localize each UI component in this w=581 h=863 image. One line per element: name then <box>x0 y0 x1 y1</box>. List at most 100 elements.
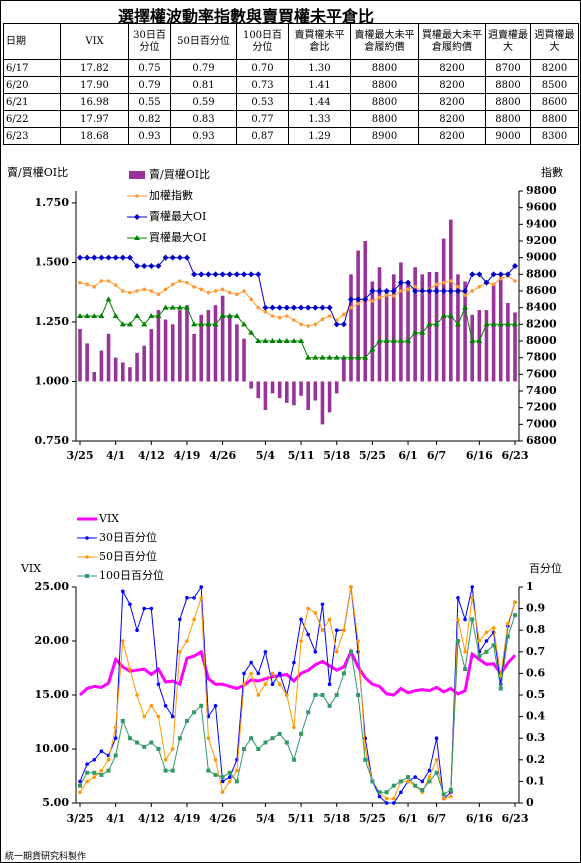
y2-tick-label: 7600 <box>526 367 557 380</box>
y2-tick-label: 8000 <box>526 334 557 347</box>
point <box>185 280 189 285</box>
legend-marker <box>134 235 140 240</box>
point <box>113 283 118 287</box>
point <box>506 621 510 626</box>
y2-tick-label: 0.3 <box>526 731 545 744</box>
point <box>141 321 148 327</box>
point <box>220 287 225 292</box>
point <box>263 740 268 745</box>
bar <box>99 350 104 382</box>
point <box>220 779 225 784</box>
point <box>298 338 305 343</box>
bar <box>256 381 261 399</box>
y-tick-label: 1.500 <box>35 255 70 268</box>
point <box>270 671 275 676</box>
point <box>427 775 432 779</box>
point <box>263 682 268 686</box>
point <box>277 671 282 676</box>
point <box>340 321 347 328</box>
x-tick-label: 4/12 <box>138 449 165 462</box>
point <box>305 354 312 360</box>
point <box>376 288 383 294</box>
point <box>355 296 362 303</box>
point <box>142 287 146 292</box>
point <box>313 322 318 327</box>
point <box>183 304 190 310</box>
bar <box>270 381 275 394</box>
point <box>277 731 282 736</box>
point <box>340 354 347 360</box>
x-tick-label: 6/7 <box>427 449 446 462</box>
point <box>391 801 396 805</box>
point <box>98 254 105 261</box>
point <box>163 758 168 762</box>
point <box>241 271 248 278</box>
point <box>85 779 89 784</box>
point <box>399 790 403 794</box>
point <box>177 736 182 741</box>
point <box>383 288 390 294</box>
point <box>347 296 354 303</box>
point <box>370 299 375 303</box>
bar <box>120 362 125 382</box>
y2-tick-label: 0.1 <box>526 774 545 787</box>
point <box>184 718 189 723</box>
point <box>505 634 510 639</box>
point <box>148 263 155 269</box>
point <box>384 796 389 801</box>
point <box>248 271 255 278</box>
table-cell: 0.93 <box>170 127 237 145</box>
point <box>91 254 98 261</box>
point <box>235 768 239 773</box>
point <box>349 585 353 589</box>
point <box>198 271 205 278</box>
point <box>92 758 97 762</box>
point <box>370 779 375 784</box>
point <box>212 321 219 327</box>
y2-tick-label: 9000 <box>526 251 557 264</box>
point <box>156 714 161 719</box>
bar <box>349 274 353 382</box>
point <box>306 606 310 611</box>
bar <box>441 238 446 382</box>
y2-tick-label: 1 <box>526 580 534 593</box>
point <box>377 790 382 795</box>
x-tick-label: 4/19 <box>173 812 200 825</box>
point <box>440 288 447 294</box>
point <box>348 649 353 654</box>
point <box>156 292 161 297</box>
point <box>463 293 467 297</box>
point <box>148 313 155 318</box>
bar <box>192 333 196 382</box>
point <box>327 314 332 318</box>
point <box>198 321 205 327</box>
bar <box>213 305 218 382</box>
point <box>327 703 332 708</box>
point <box>99 768 104 773</box>
point <box>242 682 246 686</box>
point <box>306 710 311 715</box>
y2-tick-label: 7800 <box>526 351 557 364</box>
point <box>356 301 360 306</box>
y2-tick-label: 8600 <box>526 284 557 297</box>
point <box>397 338 404 343</box>
y-tick-label: 1.250 <box>35 315 70 328</box>
y-tick-label: 1.750 <box>35 196 70 209</box>
point <box>206 768 211 773</box>
bar <box>342 357 346 382</box>
bar <box>163 319 168 382</box>
x-tick-label: 5/11 <box>288 812 315 825</box>
bar <box>142 345 146 382</box>
point <box>270 314 275 318</box>
point <box>334 650 339 654</box>
point <box>233 271 240 278</box>
point <box>135 289 139 293</box>
point <box>191 321 198 327</box>
point <box>426 321 433 327</box>
point <box>320 602 325 607</box>
point <box>376 338 383 343</box>
point <box>413 783 418 788</box>
legend-marker <box>85 574 89 578</box>
point <box>98 313 105 318</box>
point <box>319 304 326 311</box>
